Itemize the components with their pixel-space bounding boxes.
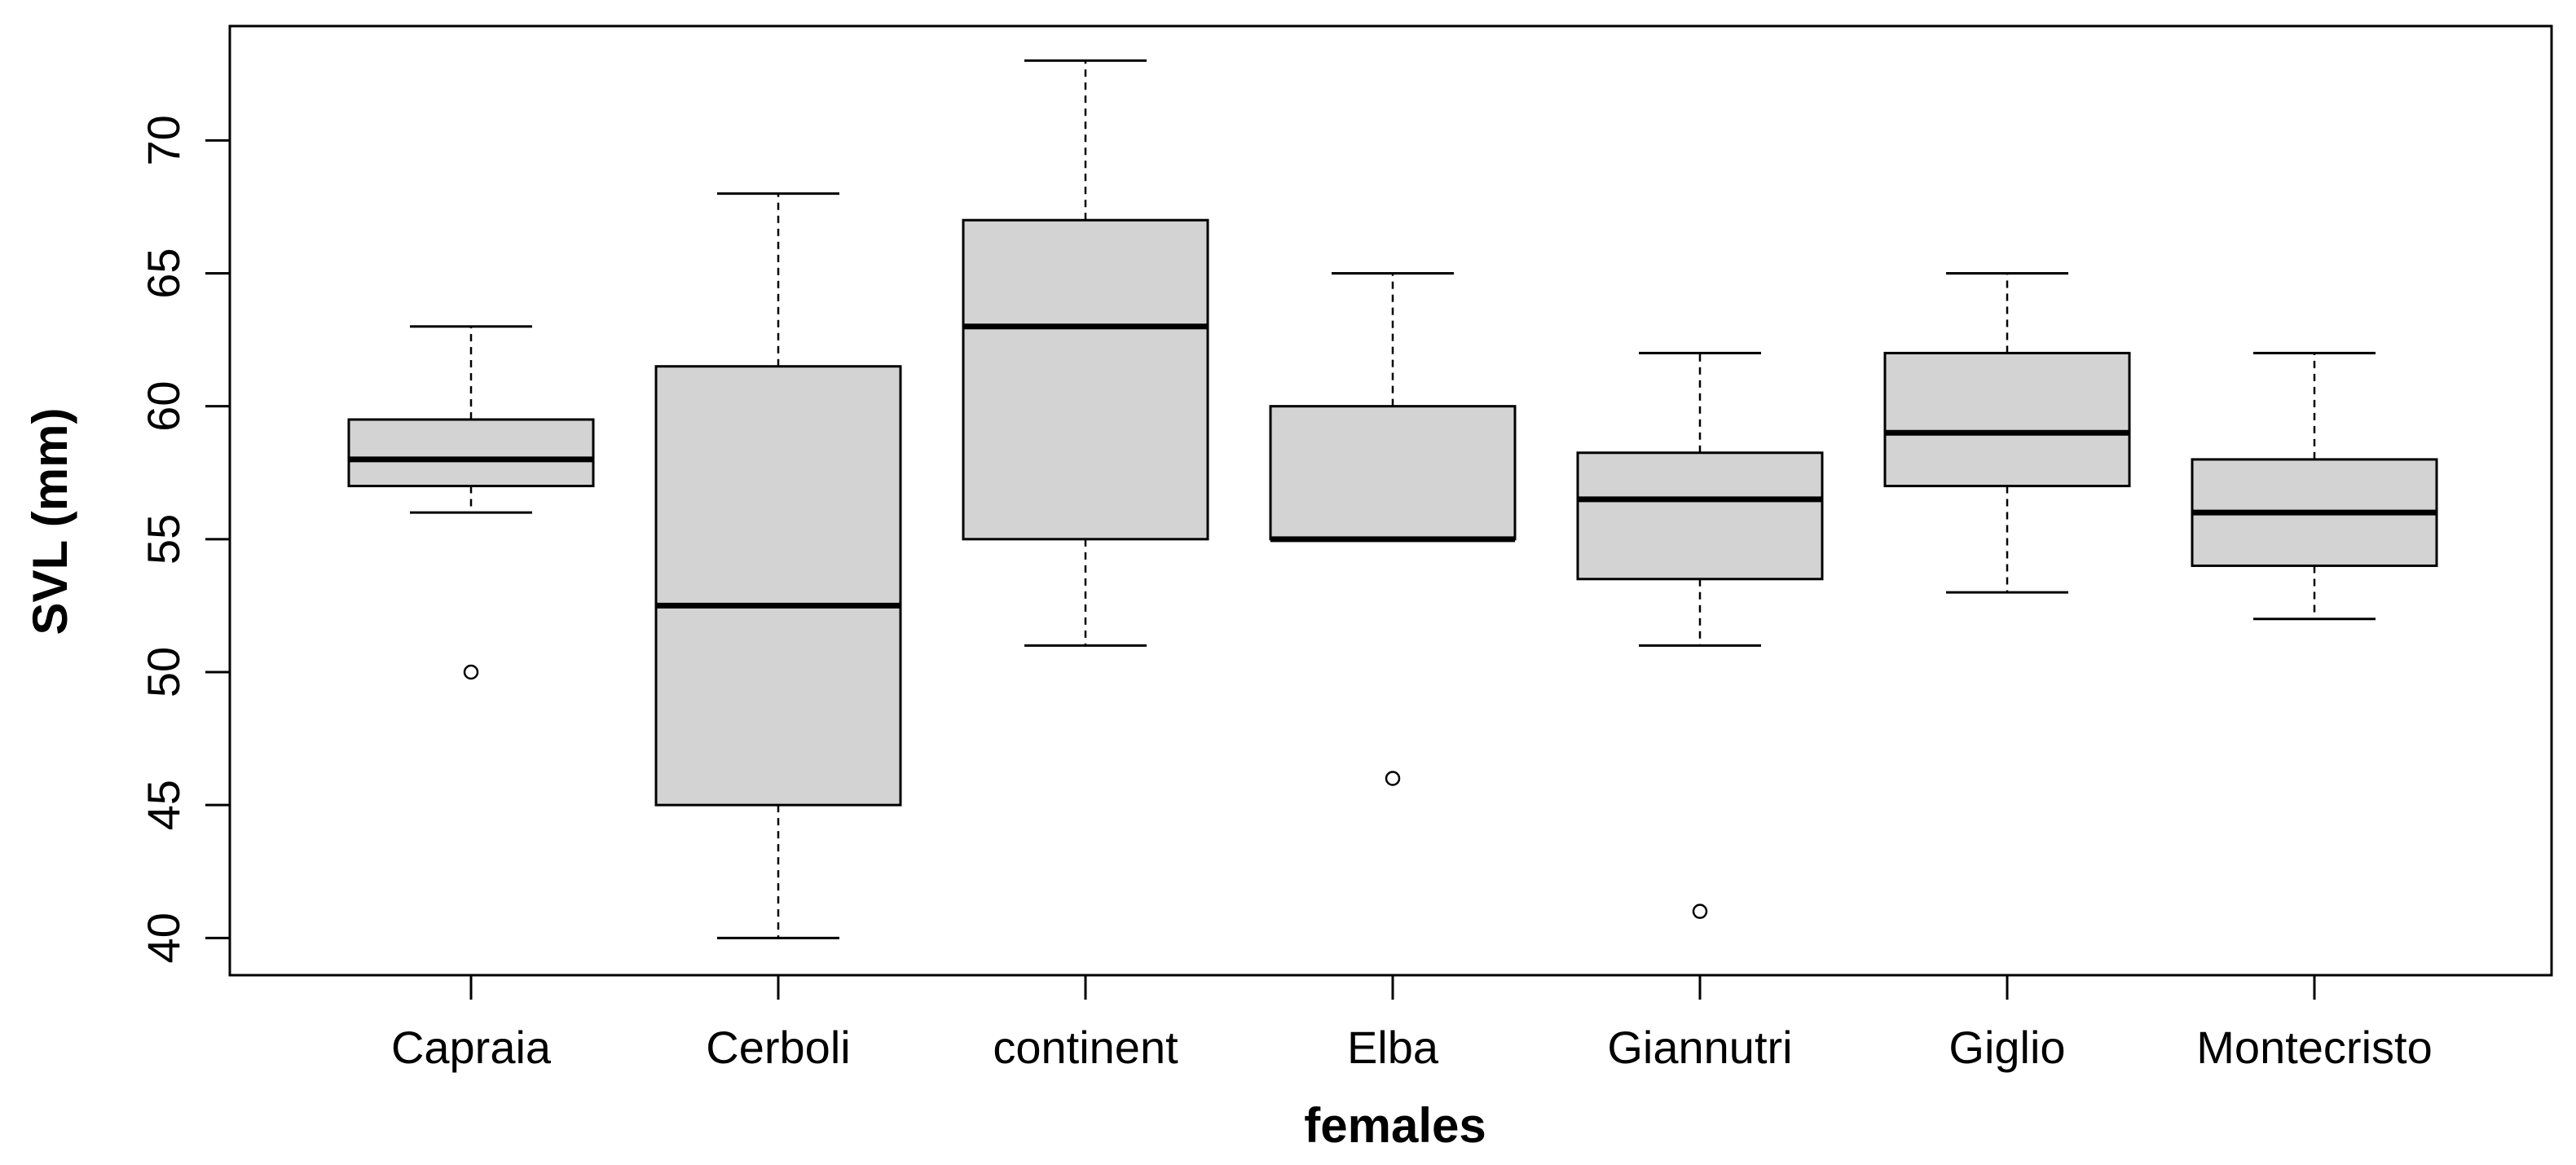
y-tick-label: 70 [138, 115, 189, 165]
x-tick-label: Elba [1347, 1022, 1439, 1073]
x-tick-label: Capraia [391, 1022, 552, 1073]
y-tick-label: 45 [138, 780, 189, 830]
x-tick-label: continent [993, 1022, 1178, 1073]
x-axis-title: females [1304, 1098, 1486, 1153]
box-giglio [1883, 271, 2131, 594]
box-body [1883, 351, 2131, 488]
box-montecristo [2191, 351, 2438, 621]
x-tick-label: Giglio [1949, 1022, 2065, 1073]
outlier-point [1692, 903, 1708, 919]
box-capraia [347, 325, 595, 680]
boxes-layer [347, 59, 2438, 939]
box-body [347, 418, 595, 488]
box-giannutri [1576, 351, 1824, 919]
y-tick-label: 65 [138, 248, 189, 298]
box-body [654, 365, 902, 807]
y-tick-label: 55 [138, 514, 189, 565]
box-body [962, 218, 1209, 541]
box-elba [1269, 271, 1517, 786]
outlier-point [463, 664, 479, 680]
x-tick-label: Giannutri [1607, 1022, 1792, 1073]
x-tick-label: Montecristo [2196, 1022, 2432, 1073]
box-continent [962, 59, 1209, 647]
y-axis: 40 45 50 55 60 65 70 [138, 115, 231, 963]
x-tick-label: Cerboli [706, 1022, 850, 1073]
outlier-point [1385, 771, 1401, 786]
box-body [1576, 451, 1824, 581]
box-cerboli [654, 192, 902, 939]
y-tick-label: 50 [138, 647, 189, 697]
y-axis-title: SVL (mm) [23, 408, 77, 635]
y-tick-label: 60 [138, 381, 189, 432]
x-axis: Capraia Cerboli continent Elba Giannutri Gigl… [391, 975, 2433, 1073]
y-tick-label: 40 [138, 912, 189, 963]
box-body [1269, 405, 1517, 541]
